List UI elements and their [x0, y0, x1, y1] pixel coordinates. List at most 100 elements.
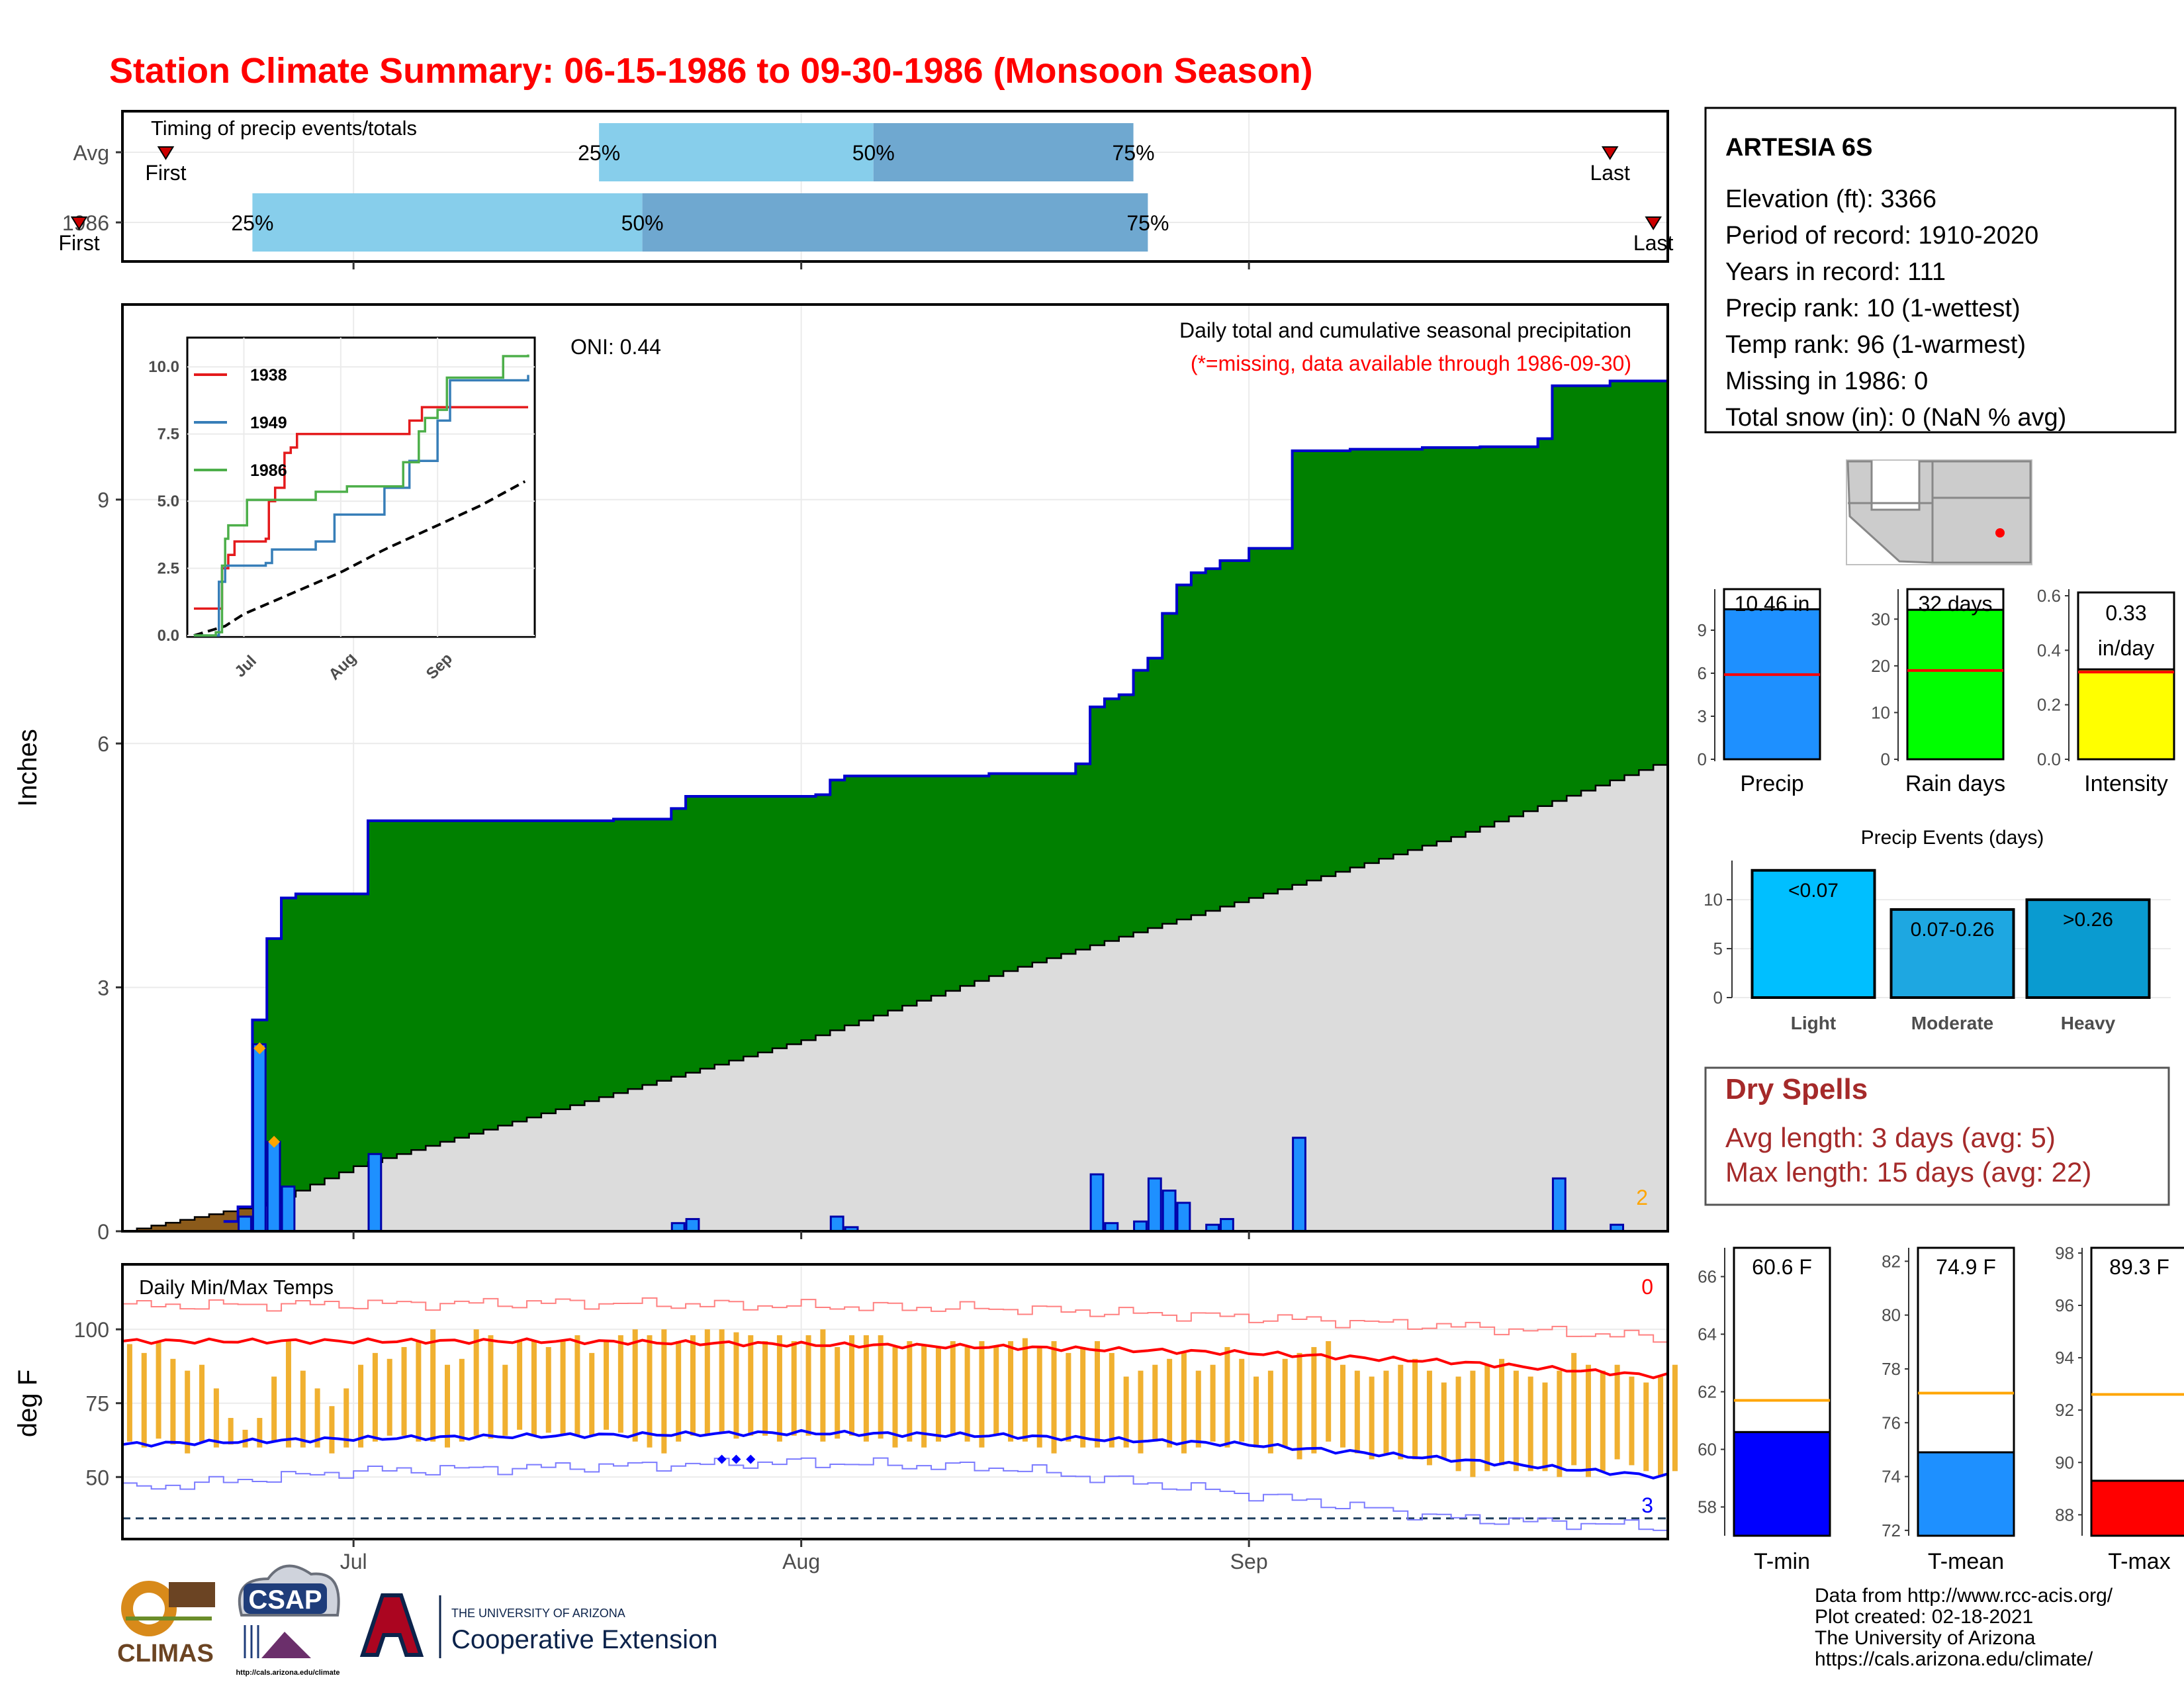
daily-temp-range: [1152, 1364, 1158, 1442]
daily-temp-range: [1557, 1370, 1563, 1477]
daily-temp-range: [632, 1329, 638, 1442]
tsummary-tick-label: 66: [1698, 1267, 1717, 1287]
daily-temp-range: [1629, 1376, 1635, 1466]
avg-tmin-line: [122, 1429, 1668, 1479]
daily-temp-range: [676, 1341, 682, 1442]
daily-precip-bar: [1176, 1201, 1191, 1233]
daily-temp-range: [1224, 1346, 1230, 1448]
arizona-shape: [1846, 460, 1934, 564]
timing-row-label: 1986: [62, 211, 109, 235]
daily-marker: [253, 1042, 266, 1055]
daily-temp-range: [1210, 1364, 1216, 1442]
daily-temp-range: [1008, 1341, 1014, 1442]
tsummary-tick-label: 98: [2055, 1243, 2074, 1263]
timing-q50-q75: [642, 193, 1148, 252]
daily-temp-range: [228, 1418, 234, 1445]
timing-panel: Avg 25% 50% 75% First Last 1986 25% 50% 75% First L…: [58, 110, 1674, 263]
timing-row-label: Avg: [73, 141, 109, 165]
timing-last-label: Last: [1590, 161, 1630, 185]
tsummary-tick-label: 80: [1882, 1305, 1901, 1325]
daily-precip-bar: [1089, 1173, 1105, 1233]
daily-temp-range: [1340, 1364, 1345, 1448]
daily-temp-range: [430, 1329, 436, 1442]
daily-temp-range: [1080, 1346, 1086, 1448]
dry-spells-box: Dry Spells Avg length: 3 days (avg: 5) M…: [1704, 1066, 2170, 1206]
inset-series-line: [194, 354, 529, 637]
summary-name: Precip: [1740, 771, 1803, 796]
ua-block-a-icon: [359, 1593, 424, 1657]
daily-temp-range: [285, 1341, 291, 1448]
daily-temp-range: [733, 1332, 739, 1439]
timing-q25-q50: [599, 123, 874, 181]
summary-label-box: [1723, 588, 1821, 610]
daily-temp-range: [1109, 1352, 1115, 1448]
events-bar-label: 0.07-0.26: [1911, 919, 1995, 941]
daily-temp-range: [271, 1376, 277, 1442]
daily-temp-range: [617, 1335, 623, 1433]
locator-map: [1846, 459, 2032, 565]
events-bar: [2025, 898, 2151, 999]
daily-temp-range: [473, 1329, 479, 1436]
ua-name: THE UNIVERSITY OF ARIZONA: [451, 1607, 625, 1620]
daily-temp-range: [1614, 1364, 1620, 1460]
temp-summary-bars: 58 60 62 64 66 60.6 F T-min 72 74 76 78 80 82 74.9 F T…: [1698, 1243, 2184, 1574]
daily-precip-bar: [266, 1141, 281, 1233]
daily-precip-bar: [1147, 1177, 1162, 1233]
credit-line: Data from http://www.rcc-acis.org/: [1815, 1585, 2113, 1607]
daily-temp-range: [1426, 1370, 1432, 1466]
timing-title: Timing of precip events/totals: [151, 117, 417, 140]
station-line: Precip rank: 10 (1-wettest): [1725, 295, 2021, 322]
summary-tick-label: 0.0: [2037, 749, 2061, 769]
new-mexico-shape: [1931, 460, 2032, 564]
station-line: Years in record: 111: [1725, 258, 1946, 286]
daily-temp-range: [1600, 1370, 1606, 1472]
summary-tick-label: 0.2: [2037, 695, 2061, 715]
summary-tick-label: 0.4: [2037, 640, 2061, 660]
daily-temp-range: [647, 1335, 653, 1448]
daily-temp-range: [1282, 1358, 1288, 1448]
oni-label: ONI: 0.44: [570, 335, 661, 359]
daily-temp-range: [1181, 1352, 1187, 1454]
daily-temp-range: [950, 1341, 956, 1436]
summary-name: Rain days: [1905, 771, 2005, 796]
precip-events-panel: Precip Events (days) 0 5 10 <0.07 Light 0.07-…: [1704, 827, 2171, 1033]
daily-precip-bar: [367, 1152, 383, 1233]
ua-cooperative-extension-logo: THE UNIVERSITY OF ARIZONA Cooperative Ex…: [359, 1593, 717, 1658]
temps-title: Daily Min/Max Temps: [139, 1276, 334, 1299]
daily-temp-range: [416, 1341, 422, 1442]
daily-temp-range: [604, 1341, 610, 1430]
timing-q75-label: 75%: [1126, 211, 1169, 235]
timing-first-label: First: [58, 231, 99, 255]
daily-temp-range: [979, 1341, 985, 1448]
daily-marker: [268, 1135, 281, 1148]
daily-temp-range: [1267, 1370, 1273, 1454]
events-category: Heavy: [2061, 1013, 2116, 1033]
daily-temp-range: [170, 1358, 176, 1445]
daily-temp-range: [805, 1335, 811, 1436]
summary-tick-label: 9: [1698, 620, 1707, 640]
summary-value-label: 10.46 in: [1735, 592, 1810, 616]
events-bar: [1751, 868, 1876, 1000]
daily-temp-range: [1398, 1364, 1404, 1460]
climas-logo: CLIMAS: [117, 1581, 215, 1667]
inset-legend-label: 1938: [250, 366, 287, 385]
record-max-line: [122, 1297, 1668, 1343]
station-name: ARTESIA 6S: [1725, 134, 1872, 162]
daily-temp-range: [445, 1364, 451, 1448]
daily-temp-range: [1167, 1358, 1173, 1448]
daily-temp-range: [1036, 1346, 1042, 1448]
daily-temp-range: [300, 1370, 306, 1448]
daily-temp-range: [1326, 1341, 1332, 1442]
daily-temp-range: [1138, 1370, 1144, 1454]
events-bar-label: <0.07: [1788, 880, 1839, 902]
daily-temp-range: [690, 1335, 696, 1436]
inset-y-tick: 5.0: [158, 492, 179, 510]
summary-value-bar: [1723, 608, 1821, 761]
daily-temp-range: [1585, 1364, 1591, 1477]
daily-temp-range: [1383, 1370, 1389, 1454]
daily-temp-range: [401, 1346, 407, 1436]
station-line: Period of record: 1910-2020: [1725, 222, 2038, 250]
daily-temp-range: [849, 1335, 855, 1436]
inset-y-tick: 10.0: [148, 358, 179, 376]
